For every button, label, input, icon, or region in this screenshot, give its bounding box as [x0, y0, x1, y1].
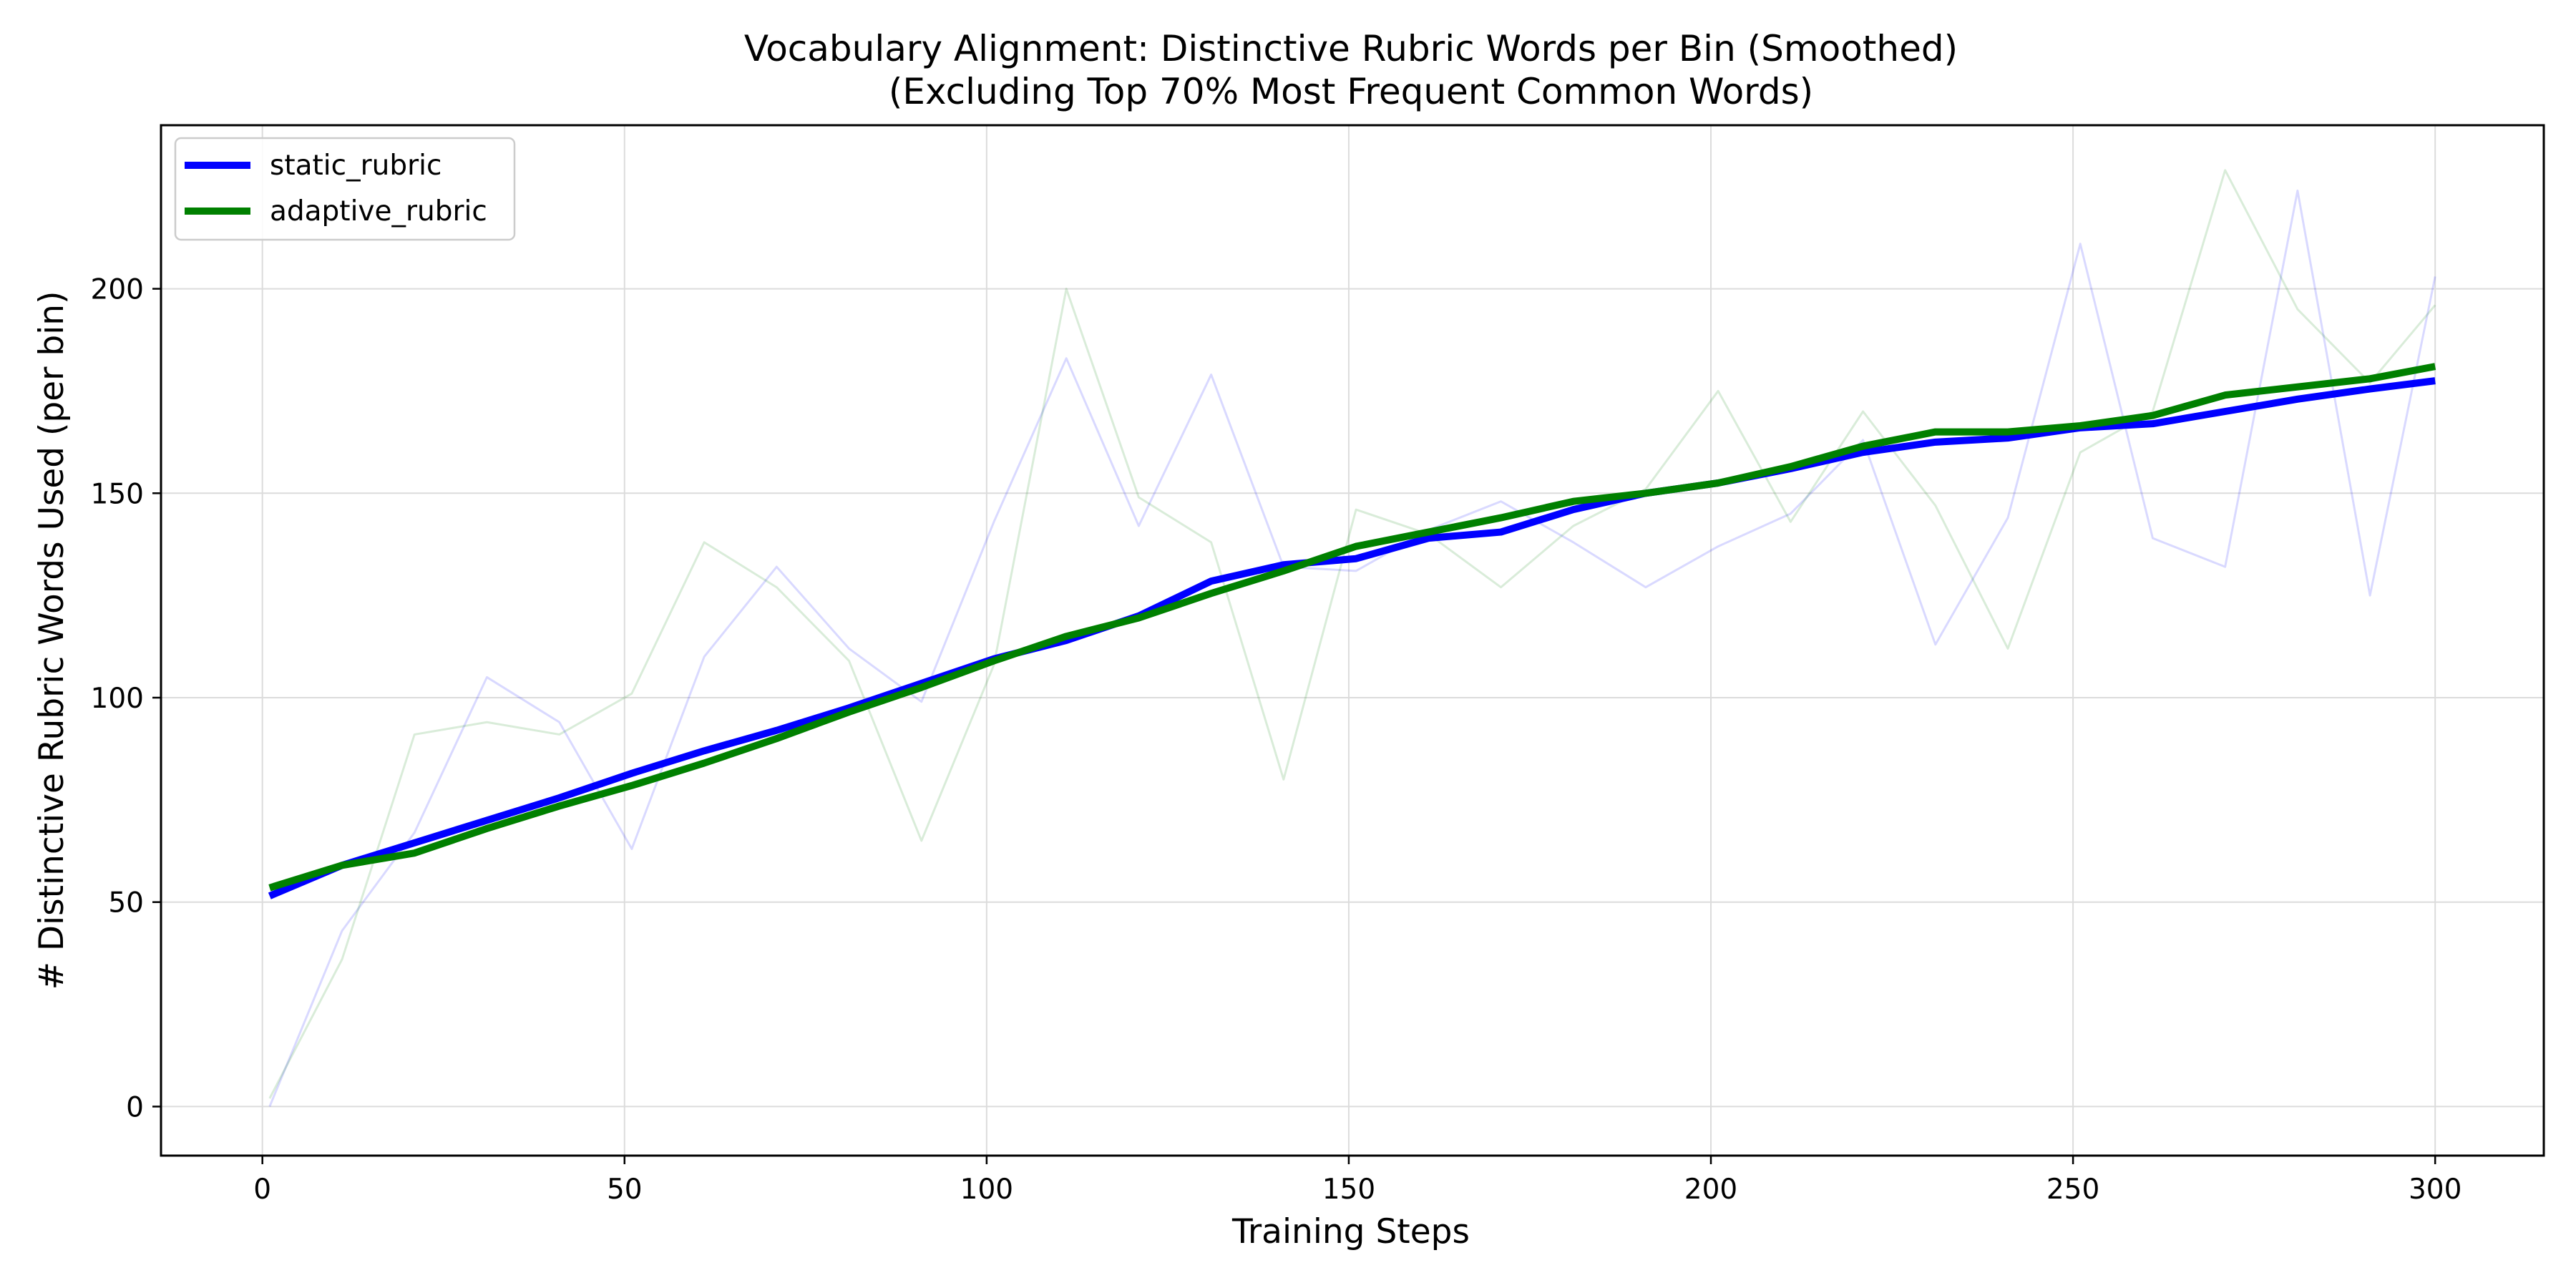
x-axis-label: Training Steps [1231, 1212, 1470, 1252]
y-tick-label: 100 [91, 683, 144, 715]
y-tick-label: 0 [126, 1091, 144, 1123]
x-tick-label: 150 [1322, 1174, 1375, 1206]
chart-subtitle: (Excluding Top 70% Most Frequent Common … [889, 71, 1813, 112]
legend-label-adaptive-rubric: adaptive_rubric [270, 195, 487, 228]
x-tick-label: 100 [960, 1174, 1013, 1206]
plot-area-frame [160, 124, 2545, 1157]
chart-title: Vocabulary Alignment: Distinctive Rubric… [744, 28, 1958, 69]
x-tick-label: 300 [2409, 1174, 2462, 1206]
raw-line-adaptive-rubric [268, 169, 2436, 1099]
x-tick-label: 50 [607, 1174, 643, 1206]
y-tick-label: 150 [91, 478, 144, 510]
y-axis-label: # Distinctive Rubric Words Used (per bin… [32, 291, 72, 990]
grid-lines [161, 125, 2544, 1156]
smoothed-series-lines [268, 363, 2436, 899]
x-tick-label: 250 [2046, 1174, 2099, 1206]
y-tick-label: 50 [108, 887, 144, 919]
smoothed-line-static-rubric [268, 377, 2436, 899]
legend-label-static-rubric: static_rubric [270, 150, 441, 182]
x-tick-label: 200 [1684, 1174, 1737, 1206]
legend-box [174, 137, 516, 241]
y-tick-label: 200 [91, 274, 144, 306]
y-axis-ticks: 0 50 100 150 200 [91, 274, 161, 1123]
raw-series-lines [268, 169, 2436, 1107]
x-axis-ticks: 0 50 100 150 200 250 300 [253, 1156, 2462, 1206]
raw-line-static-rubric [268, 189, 2436, 1107]
smoothed-line-adaptive-rubric [268, 363, 2436, 892]
legend: static_rubric adaptive_rubric [174, 137, 516, 241]
x-tick-label: 0 [253, 1174, 271, 1206]
